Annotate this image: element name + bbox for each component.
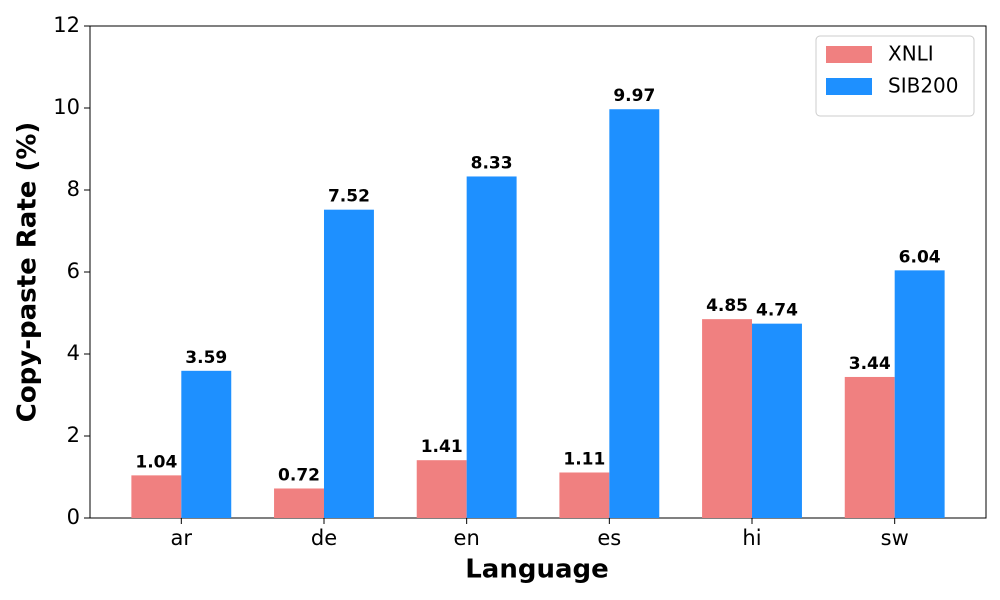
bar	[416, 460, 467, 518]
y-tick-label: 6	[67, 259, 80, 283]
y-tick-label: 12	[53, 13, 80, 37]
legend-swatch	[826, 46, 872, 63]
legend-label: SIB200	[888, 74, 959, 98]
y-tick-label: 0	[67, 505, 80, 529]
bar	[323, 209, 374, 518]
value-label: 1.04	[135, 452, 177, 472]
x-tick-label: hi	[742, 526, 761, 550]
bar	[466, 176, 517, 518]
bar	[181, 370, 232, 518]
y-tick-label: 8	[67, 177, 80, 201]
bar	[844, 376, 895, 518]
y-tick-label: 4	[67, 341, 80, 365]
y-axis-label: Copy-paste Rate (%)	[13, 122, 43, 423]
x-tick-label: de	[311, 526, 337, 550]
bar	[131, 475, 182, 518]
bar	[894, 270, 945, 518]
y-tick-label: 2	[67, 423, 80, 447]
value-label: 3.44	[849, 354, 891, 374]
x-tick-label: es	[597, 526, 621, 550]
legend-swatch	[826, 78, 872, 95]
x-tick-label: en	[454, 526, 480, 550]
bar	[559, 472, 610, 518]
value-label: 0.72	[278, 465, 320, 485]
bar	[702, 319, 753, 518]
legend-label: XNLI	[888, 42, 934, 66]
bar	[609, 109, 660, 518]
bar	[274, 488, 324, 518]
value-label: 1.41	[421, 437, 463, 457]
value-label: 9.97	[613, 86, 655, 106]
value-label: 6.04	[899, 247, 941, 267]
value-label: 8.33	[471, 153, 513, 173]
x-tick-label: ar	[171, 526, 193, 550]
value-label: 1.11	[563, 449, 605, 469]
x-tick-label: sw	[881, 526, 909, 550]
y-tick-label: 10	[53, 95, 80, 119]
value-label: 3.59	[185, 348, 227, 368]
x-axis-label: Language	[465, 555, 609, 585]
value-label: 4.85	[706, 296, 748, 316]
value-label: 4.74	[756, 301, 798, 321]
bar	[752, 323, 802, 518]
value-label: 7.52	[328, 187, 370, 207]
